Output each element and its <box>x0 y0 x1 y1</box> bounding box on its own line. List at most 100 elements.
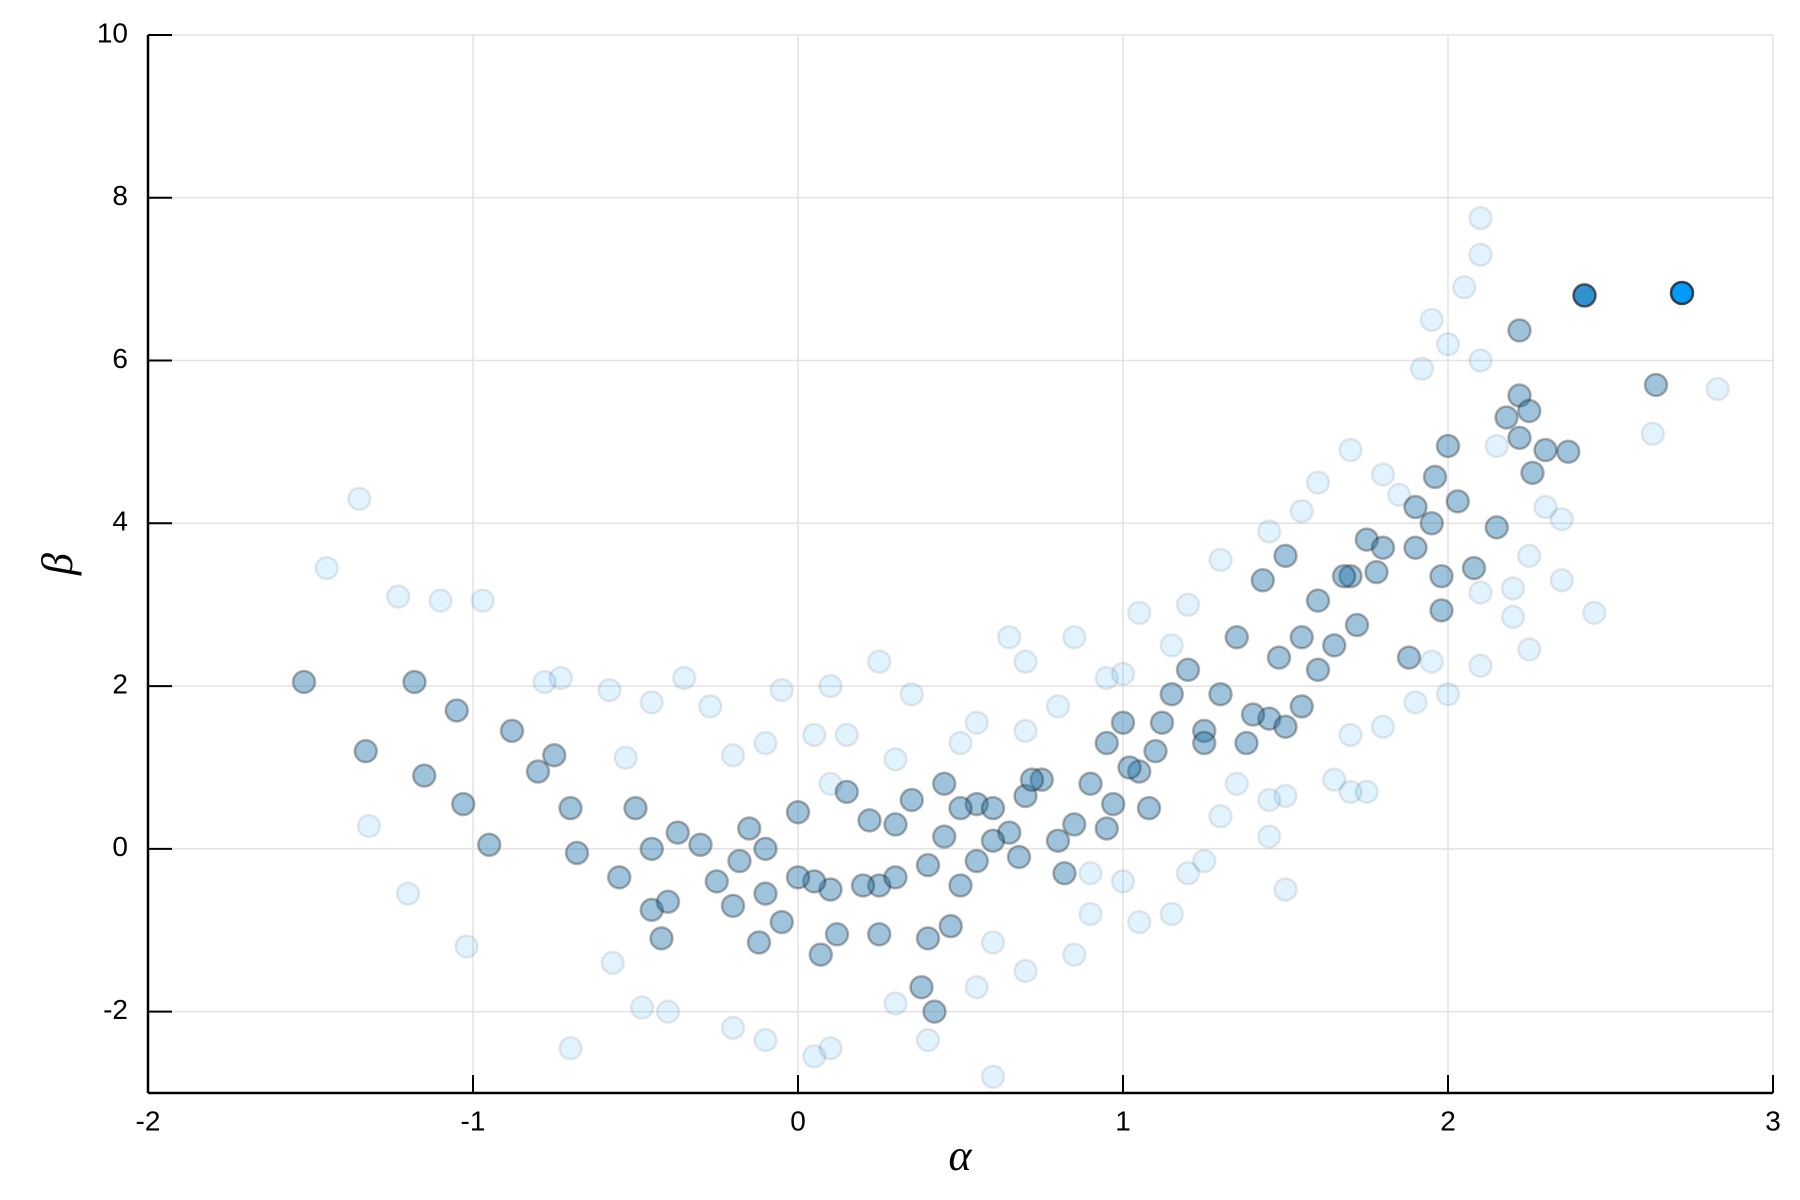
scatter-point <box>1582 600 1607 626</box>
scatter-point <box>1257 706 1282 731</box>
scatter-point <box>1094 665 1119 691</box>
scatter-point <box>899 787 924 813</box>
scatter-point <box>1013 783 1038 809</box>
scatter-point <box>857 808 882 833</box>
scatter-point <box>720 1015 746 1041</box>
y-tick-label: 6 <box>112 343 128 374</box>
scatter-point <box>948 795 973 821</box>
scatter-point <box>1224 624 1249 650</box>
scatter-point <box>1468 580 1493 605</box>
y-tick-label: -2 <box>103 994 128 1025</box>
scatter-point <box>1364 559 1389 585</box>
scatter-point <box>818 877 843 902</box>
scatter-point <box>1549 568 1574 593</box>
scatter-point <box>1338 722 1363 748</box>
scatter-point <box>291 669 317 695</box>
scatter-point <box>964 791 989 817</box>
y-tick-label: 8 <box>112 180 128 211</box>
scatter-point <box>1435 332 1461 357</box>
scatter-point <box>834 779 859 805</box>
scatter-point <box>867 649 892 674</box>
scatter-point <box>623 795 648 821</box>
scatter-point <box>1175 657 1201 683</box>
scatter-point <box>834 722 859 748</box>
scatter-point <box>883 991 908 1016</box>
scatter-point <box>964 974 989 1000</box>
scatter-point <box>1013 958 1038 984</box>
scatter-point <box>883 865 908 890</box>
scatter-point <box>753 881 778 906</box>
scatter-point <box>850 873 876 898</box>
scatter-point <box>477 832 502 858</box>
scatter-point <box>1507 425 1532 451</box>
scatter-point <box>1396 645 1422 670</box>
y-axis-label: β <box>33 553 82 576</box>
scatter-point <box>688 832 713 858</box>
scatter-point <box>600 950 625 976</box>
scatter-point <box>1045 694 1071 719</box>
scatter-point <box>1520 460 1545 486</box>
scatter-point <box>1429 598 1454 623</box>
scatter-point <box>1224 771 1249 796</box>
scatter-point <box>980 930 1006 955</box>
scatter-point <box>785 865 811 890</box>
scatter-point <box>1234 730 1259 756</box>
scatter-point <box>386 584 411 609</box>
scatter-point <box>1052 861 1077 886</box>
scatter-point <box>356 813 382 839</box>
scatter-point <box>1468 242 1493 267</box>
scatter-point <box>915 926 941 951</box>
scatter-point <box>1110 710 1136 735</box>
scatter-point <box>558 1035 583 1061</box>
scatter-point <box>1533 494 1558 520</box>
scatter-point <box>698 694 723 719</box>
scatter-point <box>1127 759 1152 784</box>
scatter-point <box>451 791 476 817</box>
scatter-point <box>1208 547 1233 573</box>
scatter-point <box>1250 568 1275 593</box>
scatter-point <box>1208 681 1233 707</box>
scatter-point <box>1289 498 1314 524</box>
scatter-point <box>1192 730 1217 756</box>
scatter-point <box>1062 942 1087 967</box>
scatter-point <box>655 889 681 914</box>
scatter-point <box>564 840 590 866</box>
scatter-point <box>1435 681 1461 707</box>
scatter-point <box>1305 470 1331 495</box>
scatter-point <box>672 665 697 691</box>
scatter-point <box>915 1027 941 1053</box>
scatter-point <box>1468 653 1493 678</box>
scatter-point <box>1461 555 1487 581</box>
scatter-point <box>1110 661 1136 687</box>
scatter-point <box>1387 482 1412 508</box>
y-tick-label: 4 <box>112 506 128 537</box>
scatter-point <box>1305 657 1331 683</box>
scatter-point <box>1403 535 1428 560</box>
scatter-point <box>1419 511 1444 536</box>
scatter-point <box>867 873 892 898</box>
scatter-point <box>1159 681 1184 707</box>
scatter-point <box>1273 877 1298 902</box>
scatter-point <box>883 812 908 837</box>
scatter-point <box>1045 828 1071 853</box>
scatter-point <box>802 869 827 894</box>
scatter-point <box>1062 812 1087 837</box>
scatter-point <box>720 893 746 919</box>
scatter-point <box>1370 535 1396 560</box>
scatter-point <box>1175 861 1201 886</box>
x-axis-label: α <box>948 1131 972 1180</box>
scatter-point <box>1257 787 1282 813</box>
scatter-point <box>1354 527 1379 552</box>
scatter-point <box>704 869 729 894</box>
x-tick-label: 1 <box>1115 1105 1131 1136</box>
scatter-point <box>938 913 963 939</box>
scatter-point <box>1136 795 1162 821</box>
scatter-point <box>428 588 453 613</box>
scatter-point <box>997 820 1022 845</box>
scatter-point <box>802 1044 827 1069</box>
scatter-point <box>980 1064 1006 1089</box>
scatter-point <box>1094 730 1119 756</box>
scatter-point <box>1507 318 1532 343</box>
scatter-point <box>639 897 664 923</box>
